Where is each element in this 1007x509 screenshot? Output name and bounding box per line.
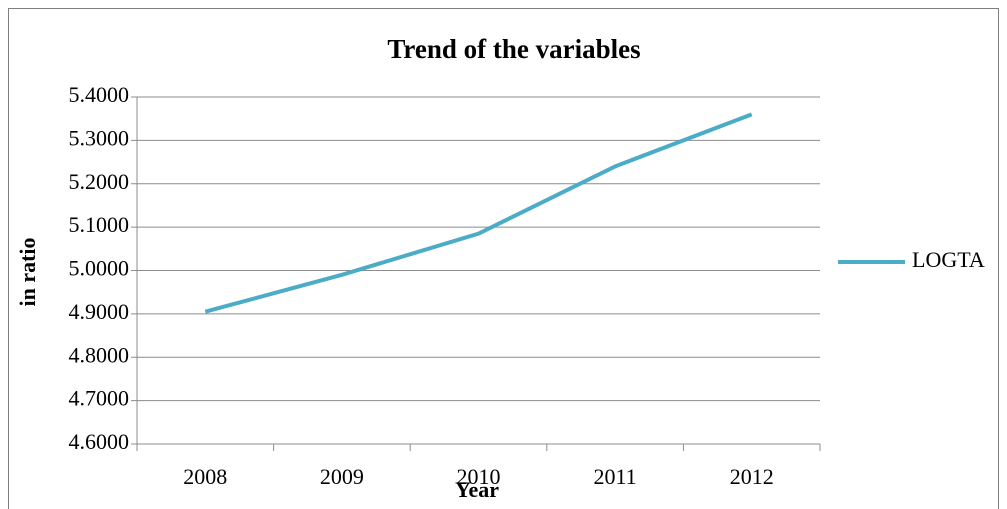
x-tick-label: 2008: [183, 464, 227, 489]
y-tick-label: 5.2000: [69, 169, 130, 194]
y-tick-label: 4.8000: [69, 342, 130, 367]
x-tick-label: 2012: [730, 464, 774, 489]
x-axis-label: Year: [455, 477, 499, 502]
y-tick-label: 4.9000: [69, 299, 130, 324]
series-line: [204, 112, 753, 314]
y-tick-label: 4.6000: [69, 429, 130, 454]
x-tick-label: 2009: [320, 464, 364, 489]
y-tick-label: 4.7000: [69, 386, 130, 411]
chart-frame: [8, 8, 999, 509]
y-tick-label: 5.1000: [69, 212, 130, 237]
legend-label: LOGTA: [912, 247, 985, 272]
y-axis-label: in ratio: [15, 237, 40, 306]
y-tick-label: 5.4000: [69, 82, 130, 107]
y-tick-label: 5.0000: [69, 256, 130, 281]
x-tick-label: 2010: [457, 464, 501, 489]
y-tick-label: 5.3000: [69, 125, 130, 150]
chart-title: Trend of the variables: [387, 34, 640, 64]
x-tick-label: 2011: [594, 464, 637, 489]
